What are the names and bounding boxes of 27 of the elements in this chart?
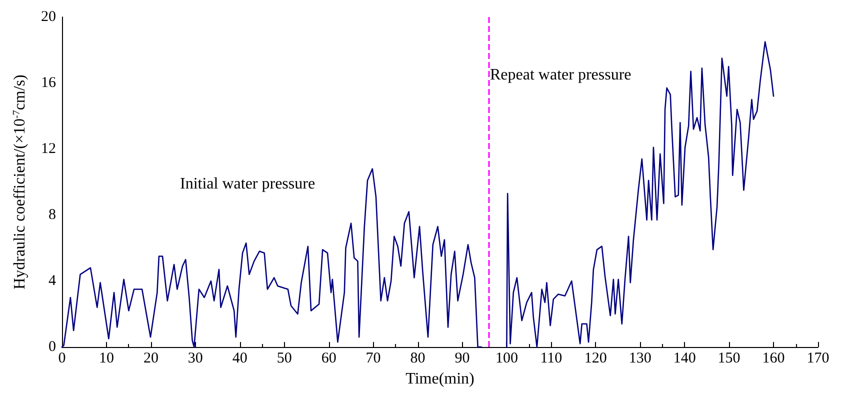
x-tick-label: 110 [540, 350, 562, 366]
annotation: Initial water pressure [180, 176, 316, 192]
x-tick-label: 50 [276, 350, 292, 366]
x-tick-label: 70 [366, 350, 381, 366]
annotation: Repeat water pressure [490, 66, 632, 84]
x-tick-label: 60 [321, 350, 336, 366]
y-axis-title: Hydraulic coefficient/(×10-7cm/s) [12, 74, 29, 290]
y-tick-label: 0 [48, 339, 56, 355]
x-tick-label: 30 [188, 350, 203, 366]
x-tick-label: 40 [232, 350, 248, 366]
x-tick-label: 80 [410, 350, 426, 366]
y-tick-label: 16 [41, 75, 56, 91]
x-tick-label: 120 [584, 350, 607, 366]
y-tick-label: 4 [48, 273, 56, 289]
x-tick-label: 130 [628, 350, 652, 366]
y-tick-label: 8 [48, 207, 56, 223]
y-tick-label: 12 [41, 141, 56, 157]
y-tick-label: 20 [41, 9, 56, 25]
x-tick-label: 10 [98, 350, 114, 366]
x-tick-label: 100 [495, 350, 518, 366]
x-tick-label: 140 [673, 350, 696, 366]
x-axis-title: Time(min) [406, 370, 474, 388]
x-tick-label: 170 [806, 350, 830, 366]
x-tick-label: 150 [718, 350, 740, 366]
x-tick-label: 90 [454, 350, 470, 366]
x-tick-label: 160 [762, 350, 785, 366]
x-tick-label: 20 [143, 350, 158, 366]
